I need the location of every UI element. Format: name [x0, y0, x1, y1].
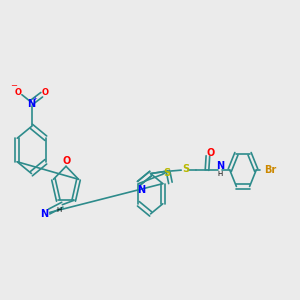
Text: O: O [62, 156, 70, 166]
Text: −: − [10, 81, 17, 90]
Text: O: O [42, 88, 49, 97]
Text: S: S [182, 164, 190, 174]
Text: N: N [27, 99, 35, 109]
Text: O: O [206, 148, 214, 158]
Text: O: O [15, 88, 22, 97]
Text: S: S [163, 168, 170, 178]
Text: +: + [33, 97, 38, 101]
Text: H: H [218, 171, 223, 177]
Text: N: N [137, 184, 145, 195]
Text: N: N [216, 161, 224, 171]
Text: N: N [40, 209, 48, 219]
Text: H: H [57, 207, 62, 213]
Text: Br: Br [265, 165, 277, 175]
